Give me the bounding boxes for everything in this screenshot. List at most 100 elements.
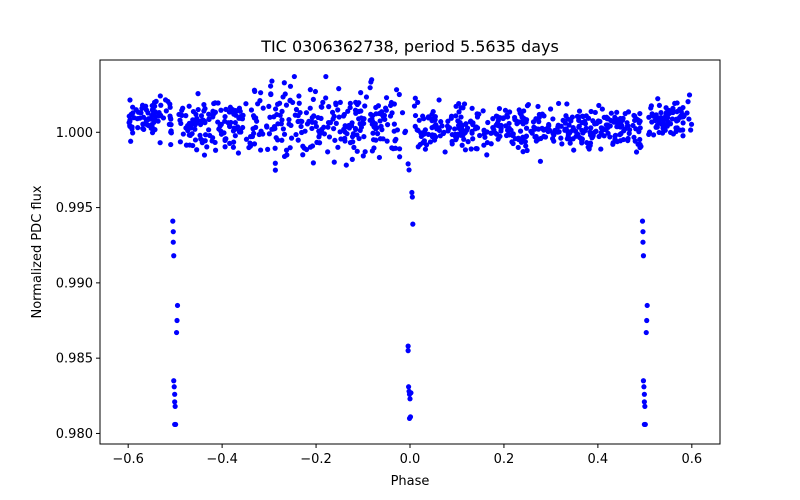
baseline-data-point — [633, 149, 640, 155]
baseline-data-point — [387, 102, 394, 109]
baseline-data-point — [201, 102, 207, 108]
baseline-data-point — [371, 145, 377, 151]
baseline-data-point — [280, 94, 286, 100]
baseline-data-point — [310, 96, 316, 103]
baseline-data-point — [579, 136, 585, 142]
baseline-data-point — [288, 122, 294, 129]
baseline-data-point — [661, 116, 668, 123]
baseline-data-point — [425, 114, 432, 120]
baseline-data-point — [503, 132, 510, 139]
baseline-data-point — [298, 123, 304, 130]
baseline-data-point — [330, 116, 336, 122]
baseline-data-point — [292, 112, 298, 118]
baseline-data-point — [449, 138, 455, 145]
baseline-data-point — [167, 104, 173, 110]
baseline-data-point — [650, 132, 657, 138]
baseline-data-point — [279, 117, 285, 123]
baseline-data-point — [542, 134, 549, 140]
baseline-data-point — [658, 110, 664, 116]
data-point — [170, 229, 176, 235]
baseline-data-point — [228, 119, 234, 126]
baseline-data-point — [370, 130, 376, 136]
baseline-data-point — [279, 108, 285, 114]
data-point — [643, 329, 649, 336]
baseline-data-point — [541, 113, 547, 119]
baseline-data-point — [323, 73, 329, 80]
baseline-data-point — [576, 123, 582, 129]
baseline-data-point — [562, 127, 568, 133]
baseline-data-point — [590, 118, 596, 124]
y-tick-label: 1.000 — [56, 126, 93, 141]
baseline-data-point — [470, 136, 476, 142]
baseline-data-point — [283, 147, 290, 153]
baseline-data-point — [163, 108, 169, 114]
baseline-data-point — [517, 110, 523, 116]
baseline-data-point — [335, 107, 341, 113]
baseline-data-point — [201, 152, 208, 158]
baseline-data-point — [288, 135, 295, 141]
baseline-data-point — [396, 91, 402, 98]
baseline-data-point — [523, 125, 530, 131]
baseline-data-point — [376, 154, 382, 161]
baseline-data-point — [287, 83, 294, 89]
baseline-data-point — [415, 127, 421, 134]
baseline-data-point — [485, 119, 491, 126]
baseline-data-point — [656, 129, 662, 136]
x-tick-label: 0.0 — [400, 452, 421, 467]
baseline-data-point — [246, 144, 252, 151]
baseline-data-point — [383, 107, 389, 113]
baseline-data-point — [531, 126, 538, 132]
baseline-data-point — [351, 144, 357, 150]
baseline-data-point — [204, 144, 210, 150]
baseline-data-point — [212, 147, 219, 153]
baseline-data-point — [168, 122, 174, 128]
baseline-data-point — [286, 117, 292, 123]
baseline-data-point — [608, 117, 614, 124]
baseline-data-point — [139, 105, 145, 111]
data-point — [409, 194, 415, 200]
baseline-data-point — [455, 118, 461, 124]
baseline-data-point — [585, 144, 591, 150]
baseline-data-point — [206, 127, 212, 133]
baseline-data-point — [287, 145, 293, 151]
baseline-data-point — [155, 113, 162, 119]
baseline-data-point — [331, 159, 337, 165]
baseline-data-point — [614, 117, 621, 123]
baseline-data-point — [515, 144, 521, 151]
baseline-data-point — [202, 120, 208, 126]
baseline-data-point — [298, 118, 304, 124]
baseline-data-point — [681, 113, 687, 119]
baseline-data-point — [130, 110, 136, 116]
data-point — [405, 161, 411, 167]
baseline-data-point — [206, 116, 212, 122]
baseline-data-point — [135, 125, 141, 131]
baseline-data-point — [202, 132, 209, 138]
y-tick-label: 0.990 — [56, 276, 93, 291]
baseline-data-point — [481, 142, 487, 148]
data-point — [172, 399, 178, 405]
baseline-data-point — [266, 103, 272, 109]
baseline-data-point — [688, 127, 694, 133]
baseline-data-point — [268, 83, 274, 89]
baseline-data-point — [186, 132, 192, 138]
baseline-data-point — [362, 103, 368, 109]
baseline-data-point — [215, 100, 221, 106]
baseline-data-point — [433, 134, 439, 140]
baseline-data-point — [237, 127, 244, 134]
baseline-data-point — [481, 127, 487, 133]
baseline-data-point — [476, 111, 482, 117]
baseline-data-point — [353, 110, 359, 116]
baseline-data-point — [326, 104, 332, 110]
data-point — [170, 239, 176, 245]
baseline-data-point — [210, 114, 216, 120]
data-point — [171, 378, 177, 384]
baseline-data-point — [430, 109, 436, 115]
baseline-data-point — [598, 125, 604, 131]
baseline-data-point — [459, 142, 465, 148]
baseline-data-point — [192, 126, 198, 132]
baseline-data-point — [495, 136, 501, 142]
baseline-data-point — [180, 131, 186, 137]
baseline-data-point — [192, 122, 198, 128]
baseline-data-point — [258, 128, 264, 134]
